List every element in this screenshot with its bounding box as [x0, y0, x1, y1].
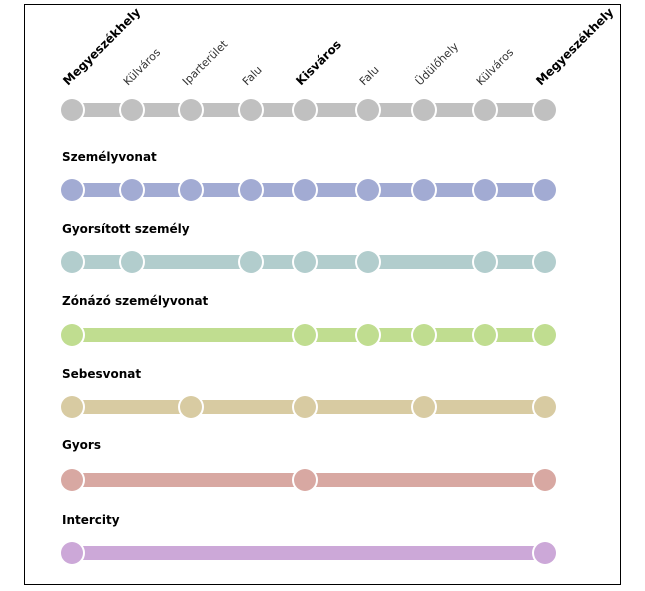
stop-label: Üdülőhely [413, 40, 461, 88]
service-line-4 [59, 467, 558, 493]
line-segment [424, 183, 485, 197]
line-segment [72, 400, 191, 414]
line-segment [132, 183, 191, 197]
service-lines: Személyvonat Gyorsított személy Zónázó sze… [59, 97, 558, 566]
line-title: Zónázó személyvonat [62, 294, 209, 308]
line-segment [305, 103, 368, 117]
stop-circle [61, 324, 83, 346]
service-line-3 [59, 394, 558, 420]
line-segment [72, 546, 545, 560]
service-line-5 [59, 540, 558, 566]
stop-circle [534, 251, 556, 273]
service-line-2 [59, 322, 558, 348]
stop-circle [294, 99, 316, 121]
line-segment [251, 255, 305, 269]
line-segment [424, 103, 485, 117]
service-line-1 [59, 249, 558, 275]
stop-circle [534, 396, 556, 418]
stop-circle [180, 99, 202, 121]
line-segment [72, 255, 132, 269]
line-segment [72, 473, 305, 487]
line-segment [305, 473, 545, 487]
line-title: Gyorsított személy [62, 222, 190, 236]
line-title: Intercity [62, 513, 120, 527]
stop-circle [357, 324, 379, 346]
line-segment [305, 183, 368, 197]
service-line-0 [59, 177, 558, 203]
stop-circle [534, 542, 556, 564]
stop-circle [534, 179, 556, 201]
line-segment [72, 103, 132, 117]
line-segment [72, 183, 132, 197]
line-segment [191, 183, 251, 197]
stop-label: Falu [357, 63, 382, 88]
line-segment [368, 328, 424, 342]
stop-circle [180, 396, 202, 418]
line-segment [305, 328, 368, 342]
line-segment [485, 103, 545, 117]
stop-label: Kisváros [293, 37, 344, 88]
overview-line [59, 97, 558, 123]
line-segment [305, 400, 424, 414]
line-title: Személyvonat [62, 150, 157, 164]
line-segment [305, 255, 368, 269]
line-segment [368, 103, 424, 117]
line-segment [485, 183, 545, 197]
stop-circle [357, 179, 379, 201]
line-segment [251, 183, 305, 197]
stop-circle [294, 251, 316, 273]
stop-label: Falu [240, 63, 265, 88]
stop-circle [61, 179, 83, 201]
line-segment [191, 103, 251, 117]
stop-circle [357, 251, 379, 273]
stop-circle [474, 179, 496, 201]
stop-circle [61, 396, 83, 418]
stop-label: Külváros [474, 46, 516, 88]
stop-circle [61, 469, 83, 491]
line-segment [191, 400, 305, 414]
stop-label: Megyeszékhely [533, 5, 616, 88]
stop-circle [121, 251, 143, 273]
line-segment [368, 255, 485, 269]
line-segment [424, 328, 485, 342]
stop-label: Külváros [121, 46, 163, 88]
stop-circle [121, 179, 143, 201]
line-segment [485, 255, 545, 269]
stop-circle [534, 469, 556, 491]
stop-circle [294, 396, 316, 418]
stop-circle [121, 99, 143, 121]
stop-circle [474, 99, 496, 121]
line-title: Sebesvonat [62, 367, 141, 381]
stop-circle [61, 251, 83, 273]
line-segment [72, 328, 305, 342]
stop-circle [474, 324, 496, 346]
line-segment [368, 183, 424, 197]
stop-circle [357, 99, 379, 121]
stop-circle [413, 179, 435, 201]
line-segment [251, 103, 305, 117]
line-segment [424, 400, 545, 414]
stop-circle [534, 324, 556, 346]
stop-labels: Megyeszékhely Külváros Iparterület Falu Kisv… [60, 5, 616, 88]
stop-circle [240, 179, 262, 201]
line-segment [132, 255, 251, 269]
line-title: Gyors [62, 438, 101, 452]
stop-circle [61, 99, 83, 121]
stop-circle [180, 179, 202, 201]
stop-circle [294, 469, 316, 491]
stop-circle [534, 99, 556, 121]
stop-circle [294, 179, 316, 201]
stop-circle [413, 324, 435, 346]
stop-circle [61, 542, 83, 564]
stop-circle [240, 99, 262, 121]
stop-circle [474, 251, 496, 273]
stop-circle [413, 99, 435, 121]
stop-label: Iparterület [180, 37, 231, 88]
line-segment [132, 103, 191, 117]
stop-circle [240, 251, 262, 273]
line-segment [485, 328, 545, 342]
stop-circle [294, 324, 316, 346]
stop-circle [413, 396, 435, 418]
